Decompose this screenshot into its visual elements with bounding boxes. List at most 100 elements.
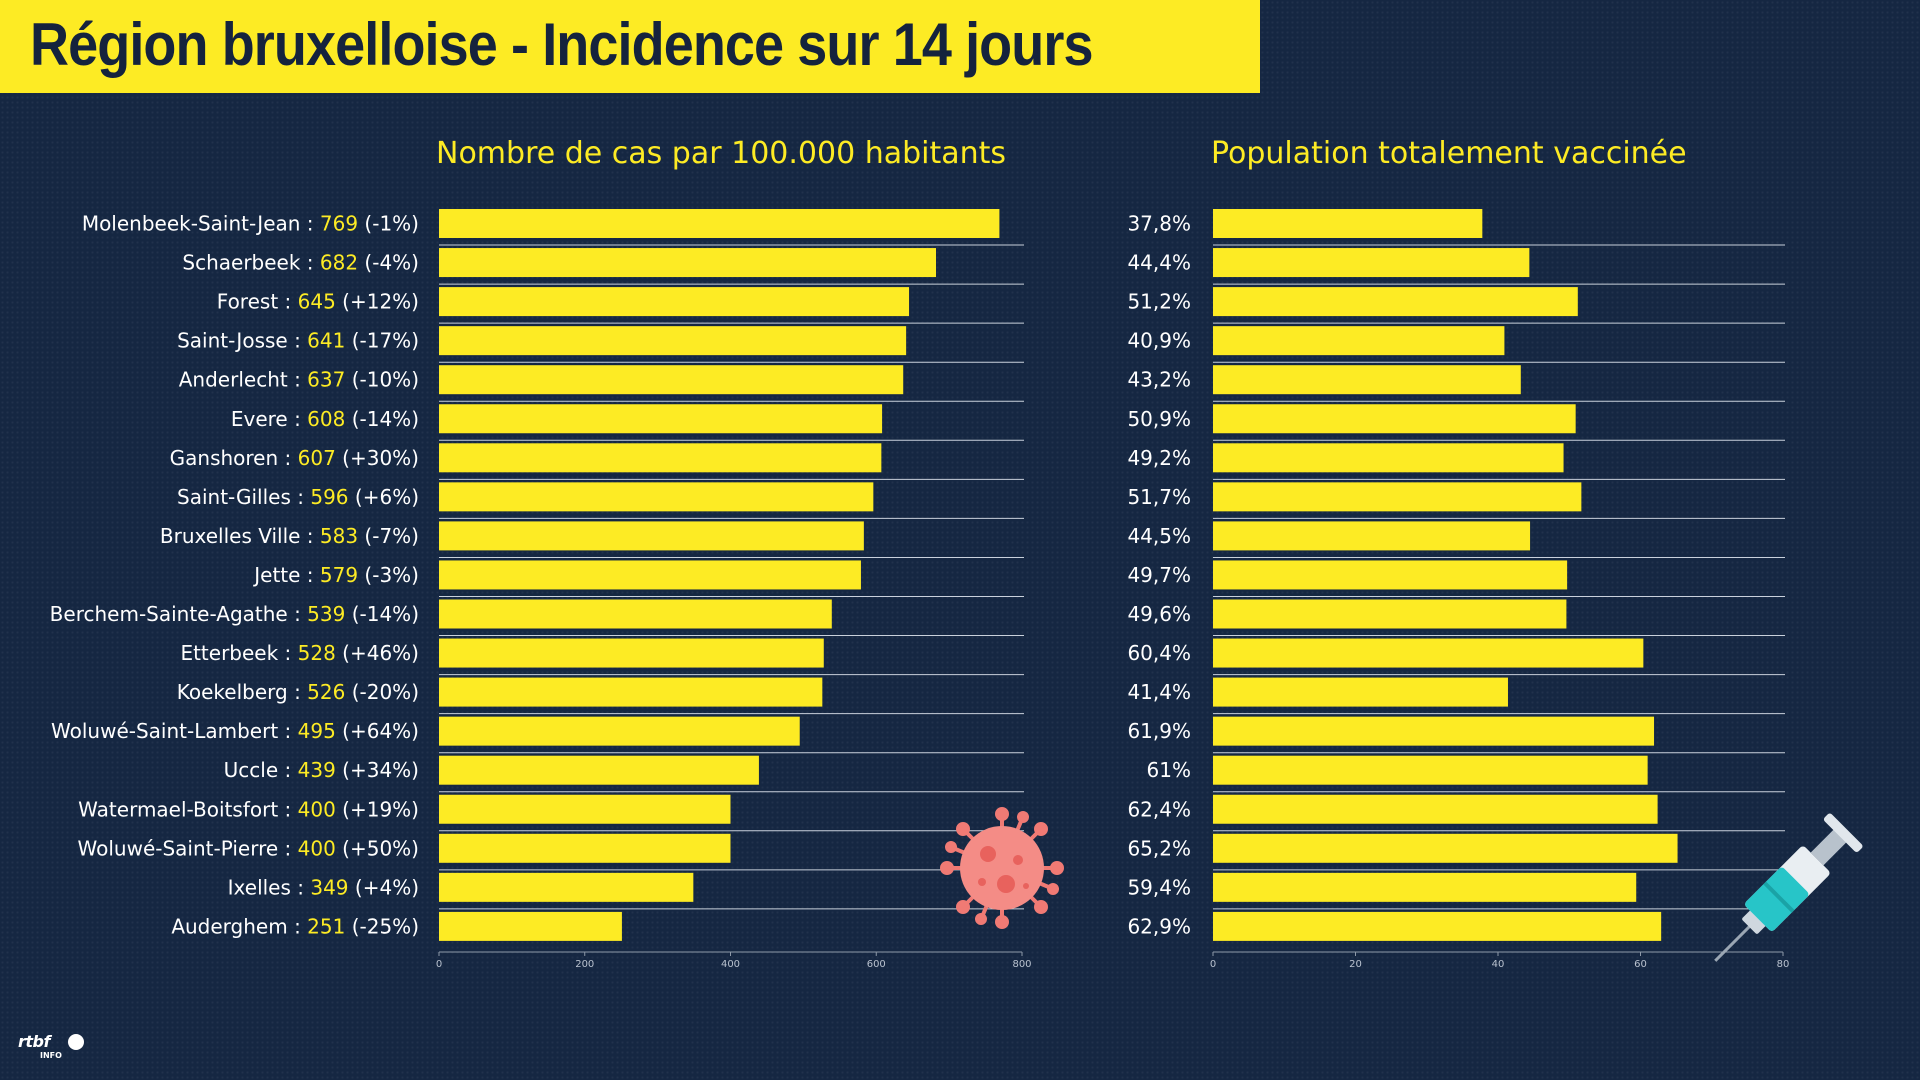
vaccination-label: 60,4% (1127, 641, 1191, 665)
title-band: Région bruxelloise - Incidence sur 14 jo… (0, 0, 1260, 93)
bar (439, 677, 823, 707)
bar (1213, 794, 1658, 824)
logo-sub: INFO (40, 1051, 62, 1060)
commune-label: Woluwé-Saint-Pierre : 400 (+50%) (78, 836, 419, 860)
case-change: (-7%) (358, 524, 419, 548)
case-change: (+50%) (336, 836, 419, 860)
commune-name: Forest : (217, 290, 298, 314)
bar (439, 755, 759, 785)
vaccination-chart: 0 20 40 60 80 37,8% 44,4% 51,2% 40,9% 43,2% 50,9% 4… (1127, 209, 1789, 970)
vaccination-label: 61% (1147, 758, 1191, 782)
commune-name: Saint-Gilles : (177, 485, 310, 509)
commune-name: Anderlecht : (179, 368, 307, 392)
vaccination-label: 49,7% (1127, 563, 1191, 587)
x-tick-label: 600 (867, 959, 886, 970)
case-change: (-4%) (358, 251, 419, 275)
commune-name: Saint-Josse : (177, 329, 307, 353)
case-change: (-3%) (358, 563, 419, 587)
case-change: (+46%) (336, 641, 419, 665)
case-value: 579 (320, 563, 358, 587)
case-change: (+19%) (336, 797, 419, 821)
commune-name: Berchem-Sainte-Agathe : (50, 602, 308, 626)
bar (439, 872, 694, 902)
commune-name: Molenbeek-Saint-Jean : (82, 212, 320, 236)
commune-label: Watermael-Boitsfort : 400 (+19%) (78, 797, 419, 821)
x-tick-label: 80 (1777, 959, 1790, 970)
case-change: (+4%) (349, 875, 419, 899)
bar (439, 365, 904, 395)
case-value: 608 (307, 407, 345, 431)
commune-label: Koekelberg : 526 (-20%) (177, 680, 419, 704)
commune-label: Bruxelles Ville : 583 (-7%) (160, 524, 419, 548)
commune-label: Molenbeek-Saint-Jean : 769 (-1%) (82, 212, 419, 236)
bar (1213, 755, 1648, 785)
bar (1213, 404, 1576, 434)
bar (1213, 365, 1521, 395)
vaccination-label: 49,2% (1127, 446, 1191, 470)
vaccination-label: 62,4% (1127, 797, 1191, 821)
vaccination-label: 41,4% (1127, 680, 1191, 704)
bar (439, 716, 800, 746)
commune-label: Woluwé-Saint-Lambert : 495 (+64%) (51, 719, 419, 743)
vaccination-label: 50,9% (1127, 407, 1191, 431)
commune-name: Bruxelles Ville : (160, 524, 320, 548)
cases-chart: 0 200 400 600 800 Molenbeek-Saint-Jean : 769 … (50, 209, 1032, 970)
commune-name: Auderghem : (171, 914, 307, 938)
commune-name: Koekelberg : (177, 680, 307, 704)
bar (439, 599, 832, 629)
case-value: 400 (298, 836, 336, 860)
x-tick-label: 0 (1210, 959, 1216, 970)
commune-name: Watermael-Boitsfort : (78, 797, 297, 821)
x-tick-label: 800 (1012, 959, 1031, 970)
bar (439, 560, 861, 590)
bar (439, 287, 910, 317)
vaccination-label: 44,4% (1127, 251, 1191, 275)
commune-name: Ixelles : (228, 875, 311, 899)
commune-name: Evere : (231, 407, 307, 431)
commune-label: Forest : 645 (+12%) (217, 290, 419, 314)
commune-label: Berchem-Sainte-Agathe : 539 (-14%) (50, 602, 419, 626)
case-value: 607 (298, 446, 336, 470)
virus-icon (940, 807, 1064, 929)
vaccination-label: 40,9% (1127, 329, 1191, 353)
case-change: (-17%) (345, 329, 419, 353)
bar (1213, 248, 1530, 278)
bar (439, 911, 622, 941)
vaccination-label: 59,4% (1127, 875, 1191, 899)
bar (1213, 326, 1505, 356)
commune-label: Saint-Gilles : 596 (+6%) (177, 485, 419, 509)
commune-label: Saint-Josse : 641 (-17%) (177, 329, 419, 353)
vaccination-label: 37,8% (1127, 212, 1191, 236)
bar (439, 443, 882, 473)
vaccination-chart-title: Population totalement vaccinée (1211, 136, 1687, 171)
commune-label: Etterbeek : 528 (+46%) (180, 641, 419, 665)
case-value: 526 (307, 680, 345, 704)
case-change: (+30%) (336, 446, 419, 470)
case-value: 769 (320, 212, 358, 236)
case-value: 682 (320, 251, 358, 275)
bar (1213, 287, 1578, 317)
commune-label: Evere : 608 (-14%) (231, 407, 419, 431)
commune-name: Uccle : (224, 758, 298, 782)
bar (439, 404, 883, 434)
bar (1213, 833, 1678, 863)
case-value: 349 (310, 875, 348, 899)
vaccination-label: 61,9% (1127, 719, 1191, 743)
case-value: 596 (310, 485, 348, 509)
case-value: 641 (307, 329, 345, 353)
case-change: (-10%) (345, 368, 419, 392)
commune-label: Ganshoren : 607 (+30%) (170, 446, 419, 470)
vaccination-label: 62,9% (1127, 914, 1191, 938)
bar (1213, 716, 1655, 746)
page-title: Région bruxelloise - Incidence sur 14 jo… (30, 11, 1094, 78)
commune-name: Etterbeek : (180, 641, 297, 665)
logo-brand: rtbf (18, 1032, 50, 1051)
vaccination-label: 51,2% (1127, 290, 1191, 314)
vaccination-label: 65,2% (1127, 836, 1191, 860)
x-tick-label: 400 (721, 959, 740, 970)
bar (439, 638, 824, 668)
x-tick-label: 200 (575, 959, 594, 970)
bar (1213, 911, 1662, 941)
case-change: (-14%) (345, 602, 419, 626)
